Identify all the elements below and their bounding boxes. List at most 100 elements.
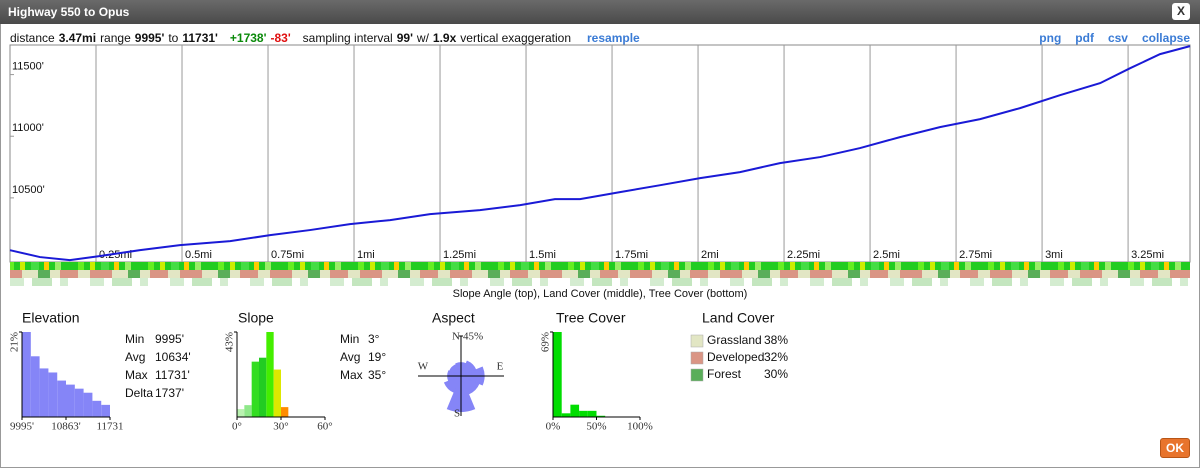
histogram-bar — [30, 356, 40, 417]
export-link[interactable]: png — [1039, 31, 1062, 45]
legend-value: 30% — [764, 367, 788, 381]
panel-title: Land Cover — [702, 310, 775, 326]
histogram-bar — [273, 369, 281, 417]
y-tick-label: 43% — [224, 332, 236, 352]
stat-value: 3° — [368, 332, 380, 346]
title-bar: Highway 550 to Opus X — [0, 0, 1200, 24]
histogram-bar — [48, 372, 58, 417]
stat-value: 10634' — [155, 350, 191, 364]
panel-title: Tree Cover — [556, 310, 626, 326]
info-text: -83' — [270, 31, 291, 45]
direction-label: W — [418, 361, 429, 373]
info-text: distance — [10, 31, 55, 45]
histogram-bar — [237, 409, 245, 417]
x-tick-label: 11731 — [96, 421, 123, 433]
legend-swatch — [690, 368, 704, 382]
window-title: Highway 550 to Opus — [8, 5, 130, 19]
land-cover-strip — [10, 270, 1190, 278]
histogram-bar — [39, 368, 49, 417]
legend-name: Grassland — [707, 333, 762, 347]
legend-name: Forest — [707, 367, 742, 381]
x-tick-label: 0° — [232, 421, 242, 433]
panel-title: Aspect — [432, 310, 475, 326]
stat-value: 35° — [368, 368, 386, 382]
x-tick-label: 0% — [546, 421, 561, 433]
info-text: vertical exaggeration — [460, 31, 572, 45]
tree-cover-strip — [10, 278, 1190, 286]
stat-value: 19° — [368, 350, 386, 364]
export-link[interactable]: pdf — [1075, 31, 1094, 45]
panel-title: Slope — [238, 310, 274, 326]
x-tick-label: 0.5mi — [185, 249, 212, 261]
info-text: 3.47mi — [58, 31, 97, 45]
histogram-bar — [266, 332, 274, 417]
stat-value: 1737' — [155, 386, 184, 400]
histogram-bar — [561, 413, 571, 417]
histogram-bar — [596, 415, 606, 417]
y-tick-label: 21% — [9, 332, 21, 352]
elevation-line — [9, 45, 1191, 262]
histogram-bar — [553, 332, 562, 417]
histogram-bar — [570, 404, 580, 417]
x-tick-label: 3.25mi — [1131, 249, 1164, 261]
stat-label: Delta — [125, 386, 153, 400]
legend-swatch — [690, 351, 704, 365]
info-text: 9995' — [134, 31, 165, 45]
x-tick-label: 1.75mi — [615, 249, 648, 261]
x-tick-label: 2.5mi — [873, 249, 900, 261]
stat-label: Avg — [125, 350, 145, 364]
stat-label: Max — [340, 368, 363, 382]
export-link[interactable]: csv — [1107, 31, 1128, 45]
info-text: range — [100, 31, 131, 45]
histogram-bar — [251, 361, 259, 417]
stat-value: 9995' — [155, 332, 184, 346]
info-text: 1.9x — [432, 31, 457, 45]
y-tick-label: 69% — [540, 332, 552, 352]
stat-value: 11731' — [155, 368, 190, 382]
legend-value: 32% — [764, 350, 788, 364]
ok-button[interactable]: OK — [1160, 438, 1190, 458]
x-tick-label: 3mi — [1045, 249, 1063, 261]
histogram-bar — [57, 380, 66, 417]
x-tick-label: 2.25mi — [787, 249, 820, 261]
x-tick-label: 10863' — [51, 421, 81, 433]
legend-value: 38% — [764, 333, 788, 347]
panel-title: Elevation — [22, 310, 80, 326]
aspect-petal — [443, 375, 462, 394]
info-text: 99' — [396, 31, 413, 45]
close-button[interactable]: X — [1172, 3, 1190, 20]
info-text: 11731' — [182, 31, 218, 45]
strip-caption: Slope Angle (top), Land Cover (middle), … — [453, 288, 748, 300]
histogram-bar — [579, 410, 588, 417]
direction-label: E — [497, 361, 504, 373]
x-tick-label: 1.5mi — [529, 249, 556, 261]
x-tick-label: 60° — [317, 421, 332, 433]
y-tick-label: 11500' — [12, 60, 44, 72]
stat-label: Min — [125, 332, 144, 346]
histogram-bar — [244, 405, 252, 417]
x-tick-label: 50% — [586, 421, 606, 433]
stat-label: Max — [125, 368, 148, 382]
y-tick-label: 11000' — [12, 122, 44, 134]
info-text: to — [168, 31, 179, 45]
stat-label: Avg — [340, 350, 360, 364]
info-text: w/ — [416, 31, 429, 45]
histogram-bar — [101, 404, 110, 417]
x-tick-label: 30° — [273, 421, 288, 433]
histogram-bar — [83, 392, 93, 417]
export-link[interactable]: collapse — [1141, 31, 1190, 45]
histogram-bar — [259, 357, 267, 417]
y-tick-label: 10500' — [12, 184, 45, 196]
plot-frame — [9, 44, 1191, 263]
direction-label: S — [454, 408, 460, 420]
legend-name: Developed — [707, 350, 764, 364]
x-tick-label: 100% — [627, 421, 653, 433]
legend-swatch — [690, 334, 704, 348]
export-links: png pdf csv collapse — [1039, 31, 1190, 45]
stat-label: Min — [340, 332, 359, 346]
info-text: +1738' — [229, 31, 267, 45]
histogram-bar — [92, 400, 102, 417]
resample-link[interactable]: resample — [587, 31, 640, 45]
